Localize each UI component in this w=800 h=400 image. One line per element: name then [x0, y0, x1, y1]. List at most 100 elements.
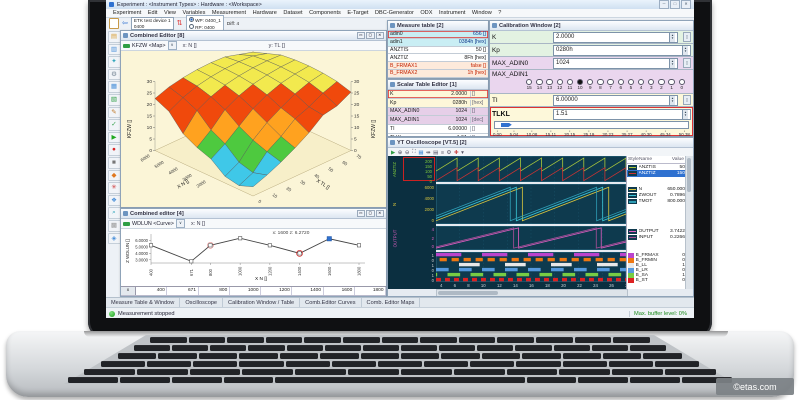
- menu-item-experiment[interactable]: Experiment: [113, 10, 142, 16]
- spinner-control[interactable]: ▲ ▼: [682, 45, 688, 55]
- curve-cell[interactable]: 6.3504: [230, 295, 261, 296]
- close-button[interactable]: ✕: [375, 31, 384, 40]
- calibration-value-box[interactable]: 6.00000 ▲ ▼: [553, 94, 678, 106]
- menu-item-window[interactable]: Window: [471, 10, 492, 16]
- cursor-icon[interactable]: ⇹: [426, 149, 431, 156]
- dataset-icon[interactable]: ▧: [107, 93, 121, 106]
- sync-pages-icon[interactable]: ⇅: [176, 19, 183, 27]
- open-icon[interactable]: ▥: [107, 43, 121, 56]
- map-variable-combo[interactable]: KFZW <Map>: [132, 42, 166, 49]
- menu-item-edit[interactable]: Edit: [147, 10, 158, 16]
- curve-cell[interactable]: 400: [136, 287, 168, 295]
- calibration-value-box[interactable]: 1024 ▲ ▼: [553, 57, 678, 69]
- legend-row[interactable]: B_FRMAX 0: [627, 253, 686, 258]
- curve-cell[interactable]: 671: [167, 287, 199, 295]
- tab-comb-editor-curves[interactable]: Comb.Editor Curves: [300, 298, 362, 308]
- menu-item--[interactable]: ?: [498, 10, 502, 16]
- scrollbar-thumb[interactable]: [687, 158, 691, 192]
- tab-calibration-window-table[interactable]: Calibration Window / Table: [223, 298, 301, 308]
- curve-cell[interactable]: 1000: [230, 287, 261, 295]
- curve-cell[interactable]: 1600: [324, 287, 355, 295]
- spinner-control[interactable]: ▲ ▼: [669, 95, 675, 105]
- curve-cell[interactable]: 800: [199, 287, 230, 295]
- measure-row[interactable]: ANZTIS 50 []: [388, 46, 488, 55]
- radio-option-9[interactable]: 9: [587, 79, 594, 90]
- menu-item-dataset[interactable]: Dataset: [283, 10, 303, 16]
- legend-row[interactable]: ANZTIS 50: [627, 164, 686, 170]
- menu-item-variables[interactable]: Variables: [182, 10, 206, 16]
- tab-measure-table-window[interactable]: Measure Table & Window: [106, 298, 181, 308]
- radio-option-8[interactable]: 8: [597, 79, 604, 90]
- measure-row[interactable]: B_FRMAX2 1h [hex]: [388, 69, 488, 78]
- panel-title-bar[interactable]: Combined editor [4] ▭ ▢ ✕: [121, 209, 386, 219]
- scalar-row[interactable]: MAX_ADIN1 1024 [dec]: [388, 116, 488, 126]
- curve-cell[interactable]: 5.2520▴: [199, 295, 230, 296]
- menu-item-odx[interactable]: ODX: [420, 10, 433, 16]
- radio-option-15[interactable]: 15: [526, 79, 533, 90]
- edit-icon[interactable]: ✎: [107, 106, 121, 119]
- device-selector[interactable]: ETK test device 1 0400: [130, 16, 174, 31]
- legend-row[interactable]: B_LL 1: [627, 263, 686, 268]
- minimize-button[interactable]: ─: [659, 0, 669, 9]
- spinner-control[interactable]: ▲ ▼: [682, 109, 688, 119]
- check-icon[interactable]: ✓: [107, 119, 121, 131]
- add-signal-icon[interactable]: ✚: [453, 149, 459, 156]
- calibration-value-box[interactable]: 0280h ▲ ▼: [553, 44, 691, 56]
- curve-cell[interactable]: 5.2520▾: [261, 295, 293, 296]
- legend-row[interactable]: B_SA 1: [627, 273, 686, 278]
- menu-item-view[interactable]: View: [163, 10, 176, 16]
- calibration-value-box[interactable]: 2.0000 ▲ ▼: [553, 31, 678, 43]
- grid-icon[interactable]: ▤: [433, 149, 439, 156]
- menu-item-measurement[interactable]: Measurement: [211, 10, 247, 16]
- menu-item-components[interactable]: Components: [309, 10, 341, 16]
- oscilloscope-strip-ramp[interactable]: [430, 226, 693, 250]
- calibration-row[interactable]: MAX_ADIN1 15 14 13 12 11 10 9 8 7 6 5 4 3 2 1 0: [490, 70, 693, 94]
- table-icon[interactable]: ▦: [107, 81, 121, 93]
- radio-option-12[interactable]: 12: [556, 79, 563, 90]
- lock-icon[interactable]: ▯: [683, 95, 691, 105]
- legend-row[interactable]: N 650.000: [627, 186, 686, 192]
- tab-oscilloscope[interactable]: Oscilloscope: [180, 298, 224, 308]
- settings-icon[interactable]: ⚙: [107, 68, 121, 81]
- scrollbar-thumb[interactable]: [438, 291, 498, 295]
- tab-comb-editor-maps[interactable]: Comb. Editor Maps: [362, 298, 421, 308]
- back-arrow-icon[interactable]: ⇦: [122, 20, 128, 27]
- calibration-row[interactable]: MAX_ADIN0 1024 ▲ ▼ ▯: [490, 57, 693, 70]
- legend-row[interactable]: B_FRMIN 0: [627, 258, 686, 263]
- maximize-button[interactable]: ▢: [366, 209, 375, 218]
- rp-radio[interactable]: RP: 0400: [188, 23, 215, 30]
- menu-item-instrument[interactable]: Instrument: [438, 10, 466, 16]
- radio-option-7[interactable]: 7: [607, 79, 614, 90]
- spinner-control[interactable]: ▲ ▼: [669, 32, 675, 42]
- curve-cell[interactable]: ◦3.9984: [292, 295, 324, 296]
- scalar-row[interactable]: Kp 0280h [hex]: [388, 98, 488, 108]
- slider-handle[interactable]: [500, 122, 512, 127]
- close-button[interactable]: ✕: [375, 209, 384, 218]
- legend-row[interactable]: B_ST 0: [627, 278, 686, 283]
- components-icon[interactable]: ❖: [107, 194, 121, 207]
- radio-option-6[interactable]: 6: [617, 79, 624, 90]
- maximize-button[interactable]: □: [670, 0, 680, 9]
- legend-row[interactable]: INPUT 0.2266: [627, 234, 686, 241]
- lock-icon[interactable]: ▯: [683, 32, 691, 42]
- stop-measure-icon[interactable]: ●: [107, 144, 121, 156]
- curve-cell[interactable]: 5.2520: [355, 295, 386, 296]
- chevron-down-icon[interactable]: ∨: [167, 41, 177, 50]
- slider-track[interactable]: [494, 121, 689, 129]
- minimize-button[interactable]: ▭: [356, 31, 365, 40]
- calibration-row[interactable]: TLKL 1.51 ▲ ▼ ▪ 0.00 ▪ 5.04 ▪ 10.08 ▪ 15.11 ▪ 20.15 ▪ 2…: [490, 107, 693, 136]
- radio-option-2[interactable]: 2: [658, 79, 665, 90]
- vertical-scrollbar[interactable]: [685, 156, 693, 289]
- radio-option-10[interactable]: 10: [576, 79, 584, 90]
- oscilloscope-strip-ramp[interactable]: [423, 184, 693, 224]
- oscilloscope-strip-bits[interactable]: [436, 252, 626, 282]
- curve-plot-area[interactable]: 3.0000 4.0000 5.0000 6.0000 Z WDLUN [] 400 671…: [121, 229, 386, 286]
- curve-cell[interactable]: 1800: [355, 287, 386, 295]
- calibration-value-box[interactable]: 1.51 ▲ ▼: [553, 108, 691, 120]
- pause-icon[interactable]: ■: [107, 156, 121, 169]
- menu-item-hardware[interactable]: Hardware: [252, 10, 277, 16]
- save-icon[interactable]: ▦: [418, 149, 424, 156]
- zoom-out-icon[interactable]: ⊖: [404, 149, 410, 156]
